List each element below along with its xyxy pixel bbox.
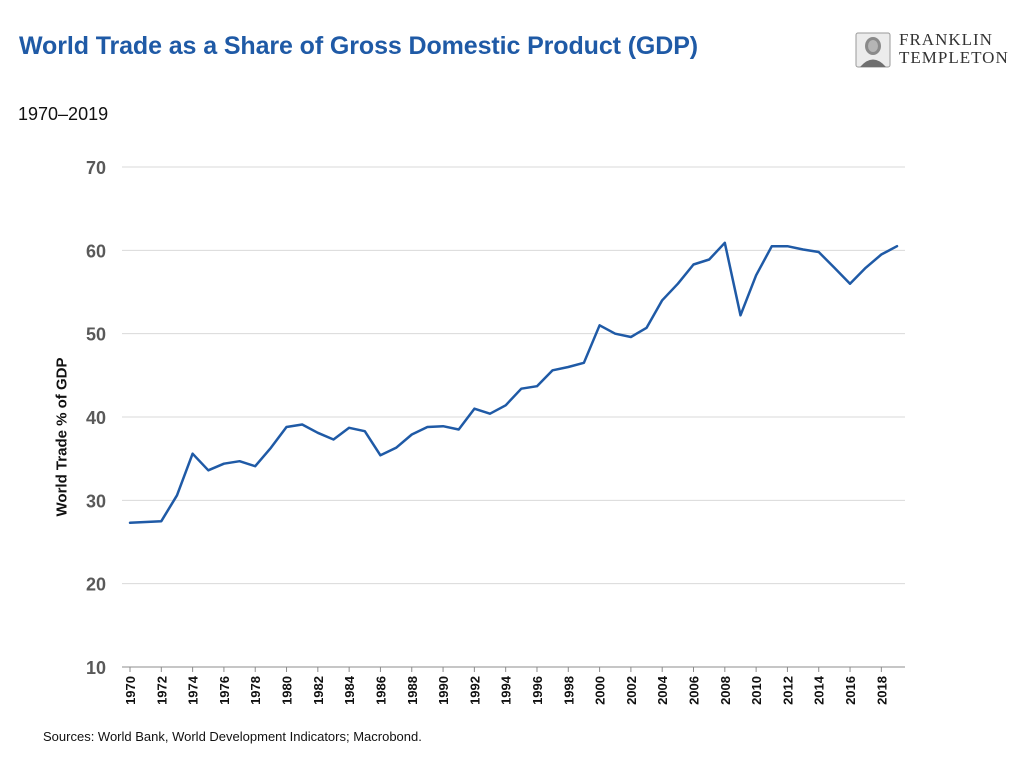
x-tick-label: 2012 (780, 676, 795, 705)
x-tick-label: 2004 (655, 675, 670, 705)
x-tick-label: 1974 (186, 675, 201, 705)
y-tick-label: 30 (86, 491, 106, 511)
y-tick-label: 50 (86, 325, 106, 345)
x-tick-label: 2014 (812, 675, 827, 705)
logo-line-2: TEMPLETON (899, 48, 1009, 67)
x-tick-label: 1986 (373, 676, 388, 705)
x-tick-label: 1998 (561, 676, 576, 705)
x-tick-label: 1970 (123, 676, 138, 705)
x-tick-label: 2018 (874, 676, 889, 705)
x-tick-label: 1982 (311, 676, 326, 705)
y-tick-label: 40 (86, 408, 106, 428)
gridlines (122, 166, 905, 668)
x-tick-label: 2000 (593, 676, 608, 705)
x-tick-label: 1984 (342, 675, 357, 705)
y-axis-ticks: 10 20 30 40 50 60 70 (86, 158, 106, 678)
x-tick-label: 2008 (718, 676, 733, 705)
x-tick-label: 1992 (467, 676, 482, 705)
x-tick-label: 1994 (499, 675, 514, 705)
x-tick-label: 1976 (217, 676, 232, 705)
logo-line-1: FRANKLIN (899, 30, 993, 49)
x-tick-label: 1996 (530, 676, 545, 705)
series-line-world-trade (128, 241, 899, 525)
chart-title: World Trade as a Share of Gross Domestic… (19, 32, 699, 60)
company-logo: FRANKLIN TEMPLETON (852, 30, 1017, 72)
y-tick-label: 70 (86, 158, 106, 178)
x-tick-label: 2016 (843, 676, 858, 705)
chart-subtitle: 1970–2019 (18, 104, 109, 124)
x-tick-label: 1972 (154, 676, 169, 705)
source-note: Sources: World Bank, World Development I… (43, 729, 422, 744)
y-tick-label: 10 (86, 658, 106, 678)
x-tick-label: 1978 (248, 676, 263, 705)
series-group (128, 241, 899, 525)
x-axis-ticks: 1970 1972 1974 1976 1978 1980 1982 1984 1986 1988… (123, 667, 889, 705)
y-axis-label: World Trade % of GDP (53, 357, 71, 517)
logo-wordmark: FRANKLIN TEMPLETON (899, 31, 1009, 67)
x-tick-label: 2010 (749, 676, 764, 705)
portrait-emblem-icon (855, 32, 891, 68)
x-tick-label: 1990 (436, 676, 451, 705)
y-tick-label: 60 (86, 241, 106, 261)
y-tick-label: 20 (86, 575, 106, 595)
x-tick-label: 2006 (687, 676, 702, 705)
x-tick-label: 1980 (280, 676, 295, 705)
x-tick-label: 2002 (624, 676, 639, 705)
x-tick-label: 1988 (405, 676, 420, 705)
